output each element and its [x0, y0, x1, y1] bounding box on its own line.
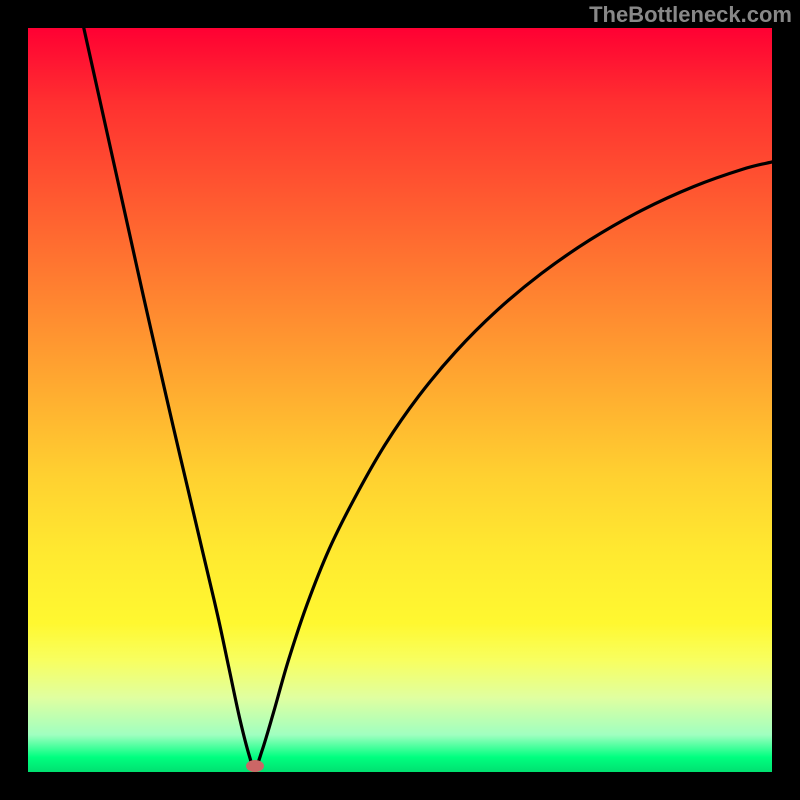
bottleneck-curve	[0, 0, 800, 800]
minimum-marker	[246, 760, 264, 772]
watermark-text: TheBottleneck.com	[589, 2, 792, 28]
